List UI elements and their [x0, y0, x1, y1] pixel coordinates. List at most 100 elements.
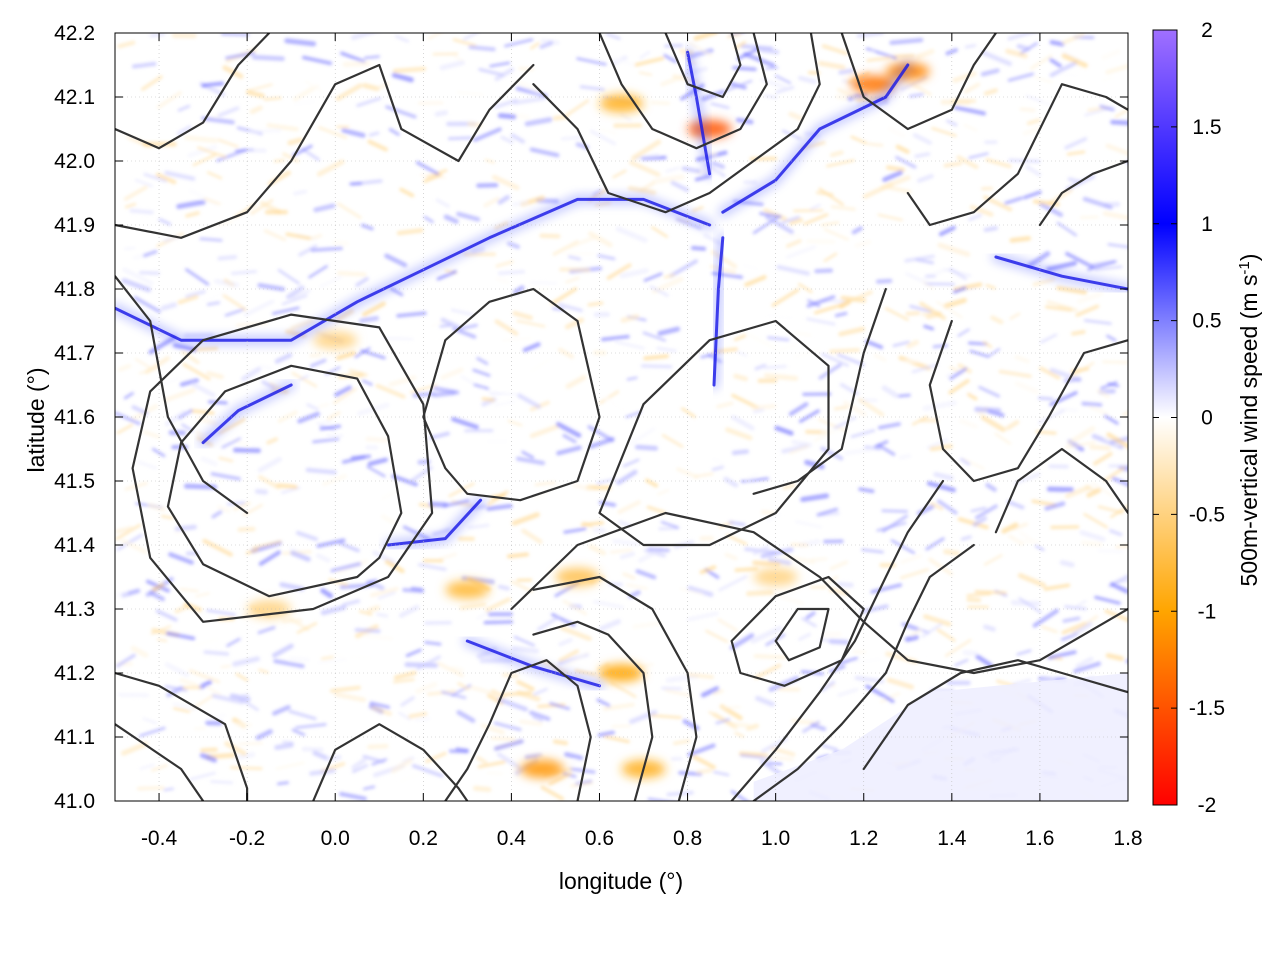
- y-tick-label: 42.2: [54, 22, 95, 45]
- texture-streak: [665, 275, 673, 277]
- texture-streak: [930, 581, 941, 582]
- texture-streak: [192, 411, 213, 413]
- texture-streak: [946, 552, 958, 554]
- texture-streak: [257, 491, 265, 492]
- texture-streak: [339, 273, 364, 274]
- texture-streak: [1070, 179, 1080, 182]
- texture-streak: [437, 113, 446, 115]
- texture-streak: [969, 600, 980, 601]
- texture-streak: [767, 315, 791, 318]
- x-tick-label: 0.2: [409, 827, 438, 850]
- texture-streak: [756, 656, 785, 657]
- texture-streak: [1108, 656, 1121, 659]
- texture-streak: [478, 185, 496, 186]
- texture-streak: [291, 659, 308, 660]
- texture-streak: [509, 554, 527, 556]
- texture-streak: [645, 356, 667, 358]
- texture-streak: [425, 642, 440, 644]
- texture-streak: [835, 407, 846, 409]
- colorbar-label-main: 500m-vertical wind speed (m s: [1236, 275, 1262, 587]
- texture-streak: [322, 657, 332, 659]
- texture-streak: [1062, 562, 1072, 564]
- texture-streak: [287, 41, 314, 44]
- texture-streak: [483, 399, 493, 400]
- texture-streak: [165, 789, 173, 790]
- texture-streak: [205, 652, 228, 654]
- texture-streak: [404, 590, 422, 591]
- texture-streak: [561, 269, 588, 270]
- downdraft-spot: [445, 581, 489, 599]
- texture-streak: [986, 228, 996, 230]
- y-tick-label: 41.2: [54, 662, 95, 685]
- texture-streak: [320, 405, 328, 407]
- texture-streak: [614, 541, 637, 544]
- texture-streak: [158, 639, 166, 640]
- texture-streak: [469, 124, 479, 125]
- texture-streak: [662, 688, 680, 689]
- texture-streak: [222, 34, 248, 35]
- texture-streak: [838, 97, 846, 99]
- texture-streak: [977, 409, 999, 410]
- texture-streak: [736, 569, 756, 570]
- texture-streak: [254, 57, 282, 58]
- x-tick-label: 1.4: [937, 827, 967, 850]
- texture-streak: [369, 608, 377, 611]
- y-tick-label: 41.3: [54, 598, 95, 621]
- texture-streak: [1103, 362, 1127, 363]
- texture-streak: [120, 695, 148, 696]
- texture-streak: [304, 749, 322, 750]
- texture-streak: [139, 788, 163, 789]
- texture-streak: [399, 230, 421, 233]
- texture-streak: [1083, 543, 1100, 545]
- texture-streak: [488, 773, 502, 774]
- x-tick-label: 1.8: [1113, 827, 1142, 850]
- texture-streak: [817, 193, 832, 195]
- texture-streak: [361, 318, 376, 320]
- texture-streak: [312, 248, 341, 250]
- texture-streak: [265, 98, 280, 99]
- texture-streak: [500, 587, 508, 589]
- texture-streak: [824, 431, 838, 433]
- texture-streak: [1049, 489, 1071, 490]
- texture-streak: [377, 614, 387, 616]
- x-tick-label: 1.0: [761, 827, 790, 850]
- texture-streak: [831, 350, 858, 351]
- x-tick-label: 1.6: [1025, 827, 1054, 850]
- texture-streak: [976, 592, 1005, 593]
- texture-streak: [1052, 42, 1063, 44]
- plot-background: [115, 33, 1128, 801]
- texture-streak: [201, 239, 221, 241]
- texture-streak: [514, 648, 536, 651]
- y-tick-label: 41.6: [54, 406, 95, 429]
- texture-streak: [780, 689, 798, 690]
- texture-streak: [907, 637, 916, 639]
- texture-streak: [583, 523, 603, 525]
- texture-streak: [1015, 541, 1038, 542]
- texture-streak: [1021, 109, 1033, 110]
- texture-streak: [985, 627, 993, 630]
- texture-streak: [308, 470, 335, 472]
- texture-streak: [278, 486, 295, 487]
- colorbar-tick-label: 1: [1201, 213, 1213, 236]
- texture-streak: [1091, 447, 1108, 448]
- texture-streak: [910, 94, 922, 96]
- texture-streak: [665, 46, 681, 47]
- x-tick-label: -0.2: [229, 827, 265, 850]
- texture-streak: [894, 56, 913, 57]
- texture-streak: [840, 71, 851, 73]
- texture-streak: [351, 657, 369, 658]
- texture-streak: [151, 34, 163, 36]
- texture-streak: [766, 68, 777, 69]
- texture-streak: [369, 746, 386, 747]
- texture-streak: [909, 342, 917, 346]
- texture-streak: [748, 592, 771, 593]
- texture-streak: [327, 757, 339, 759]
- texture-streak: [395, 69, 424, 71]
- texture-streak: [365, 86, 377, 89]
- y-tick-label: 41.7: [54, 342, 95, 365]
- texture-streak: [410, 714, 425, 717]
- texture-streak: [769, 763, 782, 764]
- x-tick-label: 0.4: [497, 827, 527, 850]
- texture-streak: [1019, 46, 1028, 49]
